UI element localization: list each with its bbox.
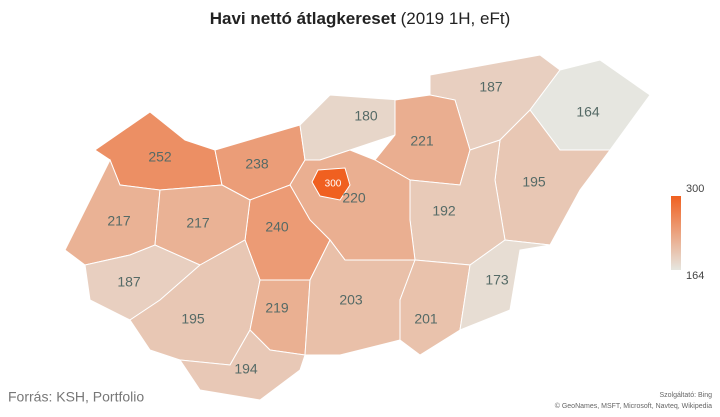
region-value: 187 xyxy=(479,79,503,95)
region-value: 217 xyxy=(107,213,131,229)
title-main: Havi nettó átlagkereset xyxy=(210,9,396,28)
region-value: 173 xyxy=(485,272,509,288)
region-value: 252 xyxy=(148,149,172,165)
region-value: 187 xyxy=(117,274,141,290)
region-value: 192 xyxy=(432,203,456,219)
map xyxy=(64,54,651,401)
region xyxy=(459,239,551,331)
region-value: 219 xyxy=(265,300,289,316)
region-value: 238 xyxy=(245,156,269,172)
region-value: 194 xyxy=(234,361,258,377)
region-value: 195 xyxy=(522,174,546,190)
region xyxy=(399,259,471,356)
title-sub: (2019 1H, eFt) xyxy=(401,9,511,28)
region-value: 180 xyxy=(354,108,378,124)
region xyxy=(178,329,306,401)
region-value: 195 xyxy=(181,311,205,327)
legend-min: 164 xyxy=(686,270,704,282)
region-value: 220 xyxy=(342,190,366,206)
source: Forrás: KSH, Portfolio xyxy=(8,389,144,405)
region-value: 201 xyxy=(414,311,438,327)
region-value: 221 xyxy=(410,133,434,149)
provider: Szolgáltató: Bing xyxy=(659,392,712,399)
chart-title: Havi nettó átlagkereset (2019 1H, eFt) xyxy=(210,9,510,28)
legend-gradient xyxy=(671,196,681,270)
region-value: 203 xyxy=(339,292,363,308)
region-value: 164 xyxy=(576,104,600,120)
attribution: © GeoNames, MSFT, Microsoft, Navteq, Wik… xyxy=(555,402,712,410)
region-value: 217 xyxy=(186,215,210,231)
region xyxy=(311,167,351,201)
region-value: 300 xyxy=(325,179,342,190)
labels: 252 238 180 187 221 164 195 192 220 240 217 217 187 1… xyxy=(107,79,600,377)
legend-max: 300 xyxy=(686,183,704,195)
region-value: 240 xyxy=(265,219,289,235)
